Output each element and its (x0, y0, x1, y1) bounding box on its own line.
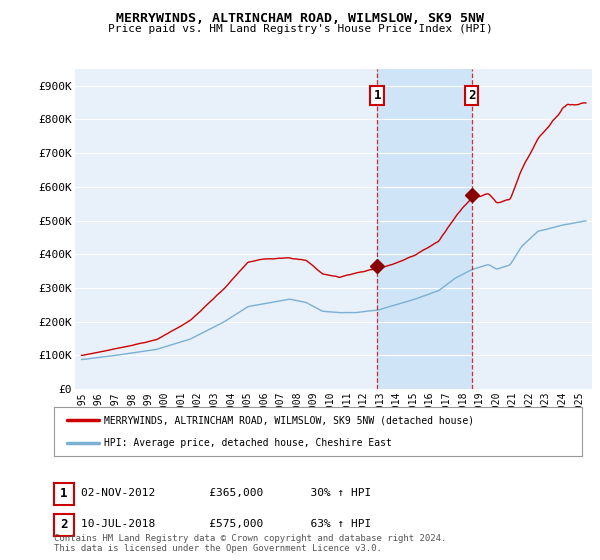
Text: HPI: Average price, detached house, Cheshire East: HPI: Average price, detached house, Ches… (104, 438, 392, 448)
Text: 1: 1 (374, 90, 381, 102)
Text: 10-JUL-2018        £575,000       63% ↑ HPI: 10-JUL-2018 £575,000 63% ↑ HPI (81, 519, 371, 529)
Text: Contains HM Land Registry data © Crown copyright and database right 2024.
This d: Contains HM Land Registry data © Crown c… (54, 534, 446, 553)
Text: MERRYWINDS, ALTRINCHAM ROAD, WILMSLOW, SK9 5NW (detached house): MERRYWINDS, ALTRINCHAM ROAD, WILMSLOW, S… (104, 416, 474, 426)
Text: 1: 1 (60, 487, 68, 501)
Bar (377, 69, 472, 389)
Text: MERRYWINDS, ALTRINCHAM ROAD, WILMSLOW, SK9 5NW: MERRYWINDS, ALTRINCHAM ROAD, WILMSLOW, S… (116, 12, 484, 25)
Text: Price paid vs. HM Land Registry's House Price Index (HPI): Price paid vs. HM Land Registry's House … (107, 24, 493, 34)
Text: 2: 2 (468, 90, 475, 102)
Text: 02-NOV-2012        £365,000       30% ↑ HPI: 02-NOV-2012 £365,000 30% ↑ HPI (81, 488, 371, 498)
Text: 2: 2 (60, 518, 68, 531)
